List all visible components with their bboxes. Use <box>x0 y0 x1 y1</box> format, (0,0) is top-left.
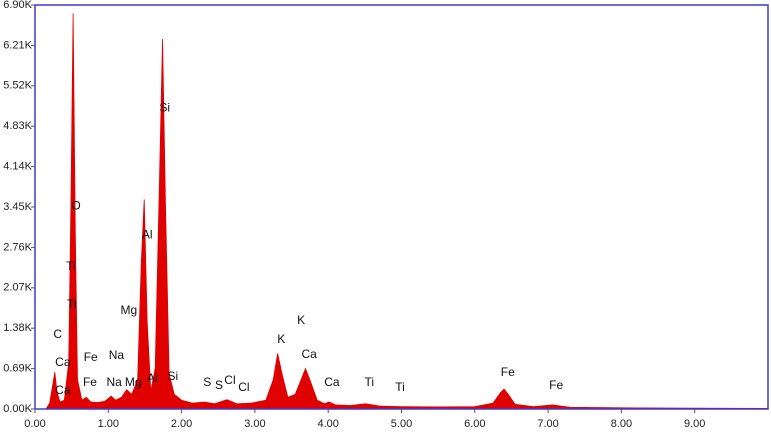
peak-label: Na <box>106 375 122 389</box>
peak-label: Si <box>167 369 178 383</box>
y-tick-label: 6.90K <box>3 0 32 11</box>
y-tick-label: 4.14K <box>3 161 32 173</box>
peak-label: Fe <box>501 365 515 379</box>
y-tick-label: 0.69K <box>3 363 32 375</box>
peak-label: Fe <box>549 378 563 392</box>
x-tick-label: 5.00 <box>391 418 412 430</box>
x-tick-label: 8.00 <box>611 418 632 430</box>
peak-label: Ti <box>364 375 374 389</box>
x-tick-label: 3.00 <box>244 418 265 430</box>
peak-label: Mg <box>125 375 142 389</box>
x-tick-label: 0.00 <box>24 418 45 430</box>
peak-label: S <box>203 375 211 389</box>
peak-label: Ca <box>55 355 71 369</box>
x-tick-label: 4.00 <box>317 418 338 430</box>
peak-label: Cl <box>224 373 235 387</box>
peak-label: Cl <box>238 380 249 394</box>
y-tick-label: 5.52K <box>3 80 32 92</box>
y-tick-label: 2.76K <box>3 241 32 253</box>
spectrum <box>45 13 769 410</box>
peak-label: C <box>53 327 62 341</box>
x-tick-label: 7.00 <box>537 418 558 430</box>
peak-label: Fe <box>83 375 97 389</box>
y-tick-label: 3.45K <box>3 201 32 213</box>
x-tick-label: 6.00 <box>464 418 485 430</box>
peak-label: Si <box>159 100 170 114</box>
peak-label: Ti <box>395 380 405 394</box>
peak-label: Na <box>109 348 125 362</box>
peak-label: Fe <box>84 350 98 364</box>
y-tick-label: 6.21K <box>3 39 32 51</box>
x-tick-label: 9.00 <box>684 418 705 430</box>
peak-label: Ca <box>301 347 317 361</box>
y-tick-label: 4.83K <box>3 120 32 132</box>
x-tick-label: 2.00 <box>171 418 192 430</box>
peak-label: Ca <box>55 383 71 397</box>
peak-label: Mg <box>120 303 137 317</box>
y-tick-label: 1.38K <box>3 322 32 334</box>
peak-label: S <box>215 378 223 392</box>
peak-label: Ti <box>67 297 77 311</box>
peak-label: Ca <box>324 375 340 389</box>
peak-label: Al <box>147 371 158 385</box>
peak-label: Ti <box>66 259 76 273</box>
peak-label: K <box>297 313 305 327</box>
x-tick-label: 1.00 <box>98 418 119 430</box>
peak-label: O <box>71 199 80 213</box>
peak-label: Al <box>142 228 153 242</box>
y-tick-label: 2.07K <box>3 282 32 294</box>
y-tick-label: 0.00K <box>3 403 32 415</box>
peak-label: K <box>277 332 285 346</box>
